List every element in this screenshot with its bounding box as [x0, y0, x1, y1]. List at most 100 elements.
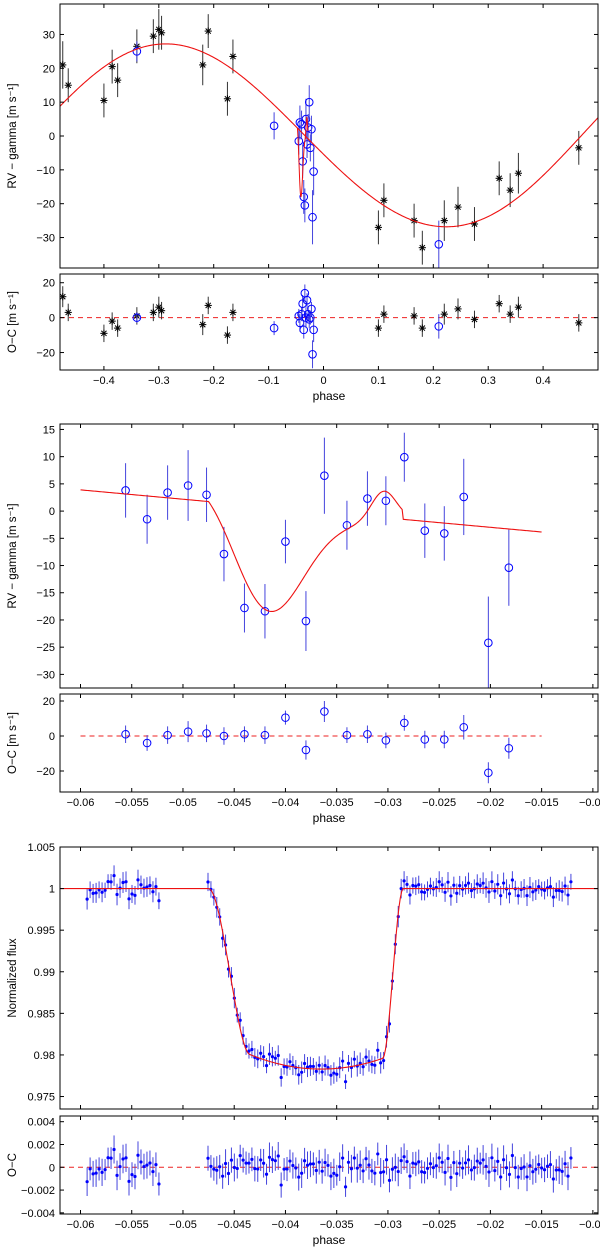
data-point — [414, 884, 418, 888]
data-point — [285, 1167, 289, 1171]
data-point — [124, 880, 128, 884]
data-point — [335, 1072, 339, 1076]
data-point — [253, 1166, 257, 1171]
data-point — [484, 638, 493, 648]
data-point — [551, 1177, 555, 1181]
data-point — [514, 169, 522, 177]
data-point — [373, 1063, 377, 1067]
y-tick-label: 0 — [49, 131, 55, 143]
data-point — [425, 1166, 430, 1170]
model-curve — [60, 888, 598, 1070]
series-rv-other- — [60, 9, 583, 265]
data-point — [338, 1165, 342, 1169]
data-point — [364, 1157, 368, 1161]
data-point — [443, 890, 447, 894]
data-point — [342, 730, 352, 740]
data-point — [554, 888, 558, 893]
y-tick-label: −20 — [36, 766, 55, 778]
x-axis-label: phase — [313, 1233, 346, 1247]
x-tick-label: −0.035 — [320, 797, 354, 809]
data-point — [121, 880, 125, 885]
data-point — [163, 730, 172, 740]
data-point — [276, 1154, 280, 1158]
data-point — [183, 727, 193, 736]
data-point — [229, 52, 237, 61]
data-point — [418, 244, 426, 252]
data-point — [204, 27, 212, 35]
data-point — [487, 1170, 491, 1174]
x-tick-label: −0.01 — [579, 797, 600, 809]
data-point — [399, 887, 403, 891]
data-point — [542, 888, 547, 892]
y-tick-label: −20 — [36, 615, 55, 627]
data-point — [306, 313, 315, 322]
series-o-c — [85, 1135, 573, 1198]
data-point — [269, 121, 279, 131]
data-point — [183, 481, 193, 490]
data-point — [240, 603, 249, 613]
data-point — [376, 1048, 380, 1052]
data-point — [400, 452, 409, 462]
data-point — [531, 1170, 535, 1174]
y-tick-label: 0.98 — [34, 1050, 55, 1062]
data-point — [306, 143, 315, 153]
data-point — [109, 880, 113, 884]
data-point — [132, 47, 142, 56]
data-point — [440, 1160, 444, 1164]
data-point — [554, 1168, 558, 1172]
x-tick-label: −0.02 — [476, 797, 504, 809]
data-point — [390, 1167, 394, 1171]
data-point — [382, 1058, 386, 1063]
data-point — [142, 514, 152, 524]
data-point — [157, 307, 166, 315]
data-point — [449, 894, 453, 898]
panel-p1oc: −0.4 −0.3 −0.2 −0.1 0 0.1 0.2 0.3 0.4 −20 0 20 O−C [… — [7, 273, 599, 403]
data-point — [136, 1153, 140, 1157]
data-point — [112, 1147, 116, 1152]
data-point — [531, 890, 535, 894]
data-point — [199, 61, 207, 69]
data-point — [478, 883, 482, 888]
y-tick-label: 5 — [49, 479, 55, 491]
data-point — [121, 1157, 125, 1161]
y-tick-label: −30 — [36, 233, 55, 245]
data-point — [446, 880, 450, 884]
data-point — [304, 315, 314, 324]
data-point — [308, 1064, 313, 1068]
data-point — [247, 1161, 251, 1165]
data-point — [238, 1018, 242, 1022]
x-tick-label: −0.06 — [67, 1219, 95, 1231]
data-point — [455, 1172, 459, 1176]
data-point — [528, 1164, 532, 1168]
data-point — [297, 119, 306, 129]
data-point — [380, 196, 388, 204]
data-point — [308, 1162, 313, 1166]
data-point — [115, 1173, 119, 1177]
data-point — [408, 893, 412, 897]
data-point — [542, 1168, 547, 1172]
data-point — [454, 305, 462, 313]
x-tick-label: −0.025 — [422, 797, 456, 809]
y-tick-label: 20 — [43, 63, 55, 75]
data-point — [132, 313, 142, 322]
data-point — [566, 1174, 570, 1178]
plot-area — [60, 865, 598, 1090]
data-point — [199, 321, 207, 329]
x-tick-label: 0.2 — [426, 375, 441, 387]
data-point — [455, 891, 459, 895]
data-point — [244, 1161, 248, 1165]
data-point — [130, 892, 134, 896]
data-point — [106, 880, 110, 884]
data-point — [370, 1062, 374, 1067]
x-tick-label: −0.2 — [203, 375, 225, 387]
data-point — [238, 1154, 242, 1158]
data-point — [452, 883, 456, 887]
data-point — [507, 1172, 512, 1177]
data-point — [557, 888, 561, 893]
data-point — [408, 1174, 412, 1178]
data-point — [240, 729, 249, 739]
data-point — [103, 888, 107, 892]
data-point — [302, 295, 312, 305]
data-point — [575, 144, 583, 152]
